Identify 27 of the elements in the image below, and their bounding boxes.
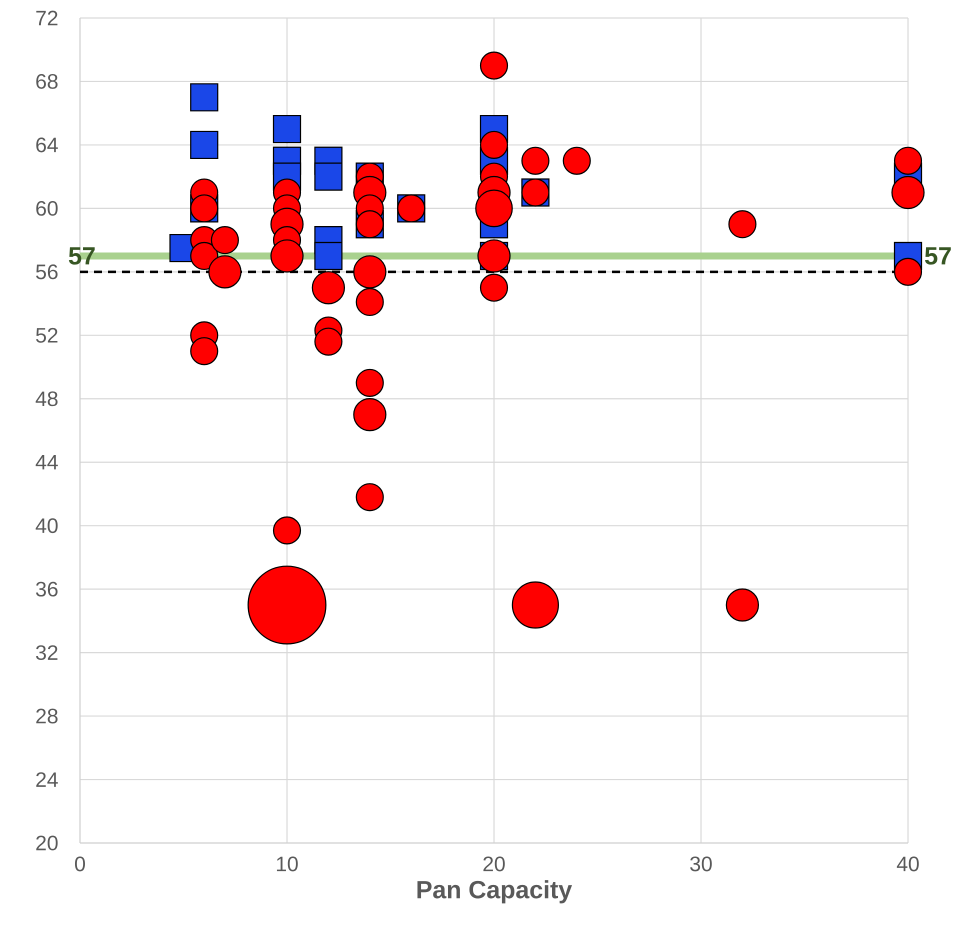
y-tick-label: 40 — [36, 518, 58, 534]
y-tick-label: 44 — [36, 455, 58, 470]
ref-line-label: 57 — [68, 247, 95, 265]
y-tick-label: 52 — [36, 328, 58, 343]
point — [190, 130, 218, 160]
point — [314, 242, 342, 270]
x-tick-label: 0 — [74, 856, 85, 872]
x-tick-label: 40 — [896, 856, 919, 872]
y-tick-label: 24 — [36, 772, 58, 787]
x-tick-label: 30 — [690, 856, 712, 872]
y-tick-label: 60 — [36, 200, 58, 216]
x-axis-title: Pan Capacity — [417, 880, 572, 904]
point — [272, 114, 302, 144]
y-tick-label: 28 — [36, 708, 58, 724]
y-tick-label: 36 — [36, 582, 58, 597]
y-tick-label: 20 — [36, 836, 58, 850]
y-tick-label: 72 — [36, 10, 58, 26]
y-tick-label: 32 — [36, 645, 58, 660]
point — [190, 83, 218, 112]
x-tick-label: 20 — [483, 856, 505, 872]
text: 57 — [924, 247, 951, 265]
y-tick-label: 64 — [36, 138, 58, 152]
x-tick-label: 10 — [276, 856, 298, 872]
point — [314, 162, 342, 191]
y-tick-label: 56 — [36, 264, 58, 280]
y-tick-label: 68 — [36, 74, 58, 89]
y-tick-label: 48 — [36, 391, 58, 406]
